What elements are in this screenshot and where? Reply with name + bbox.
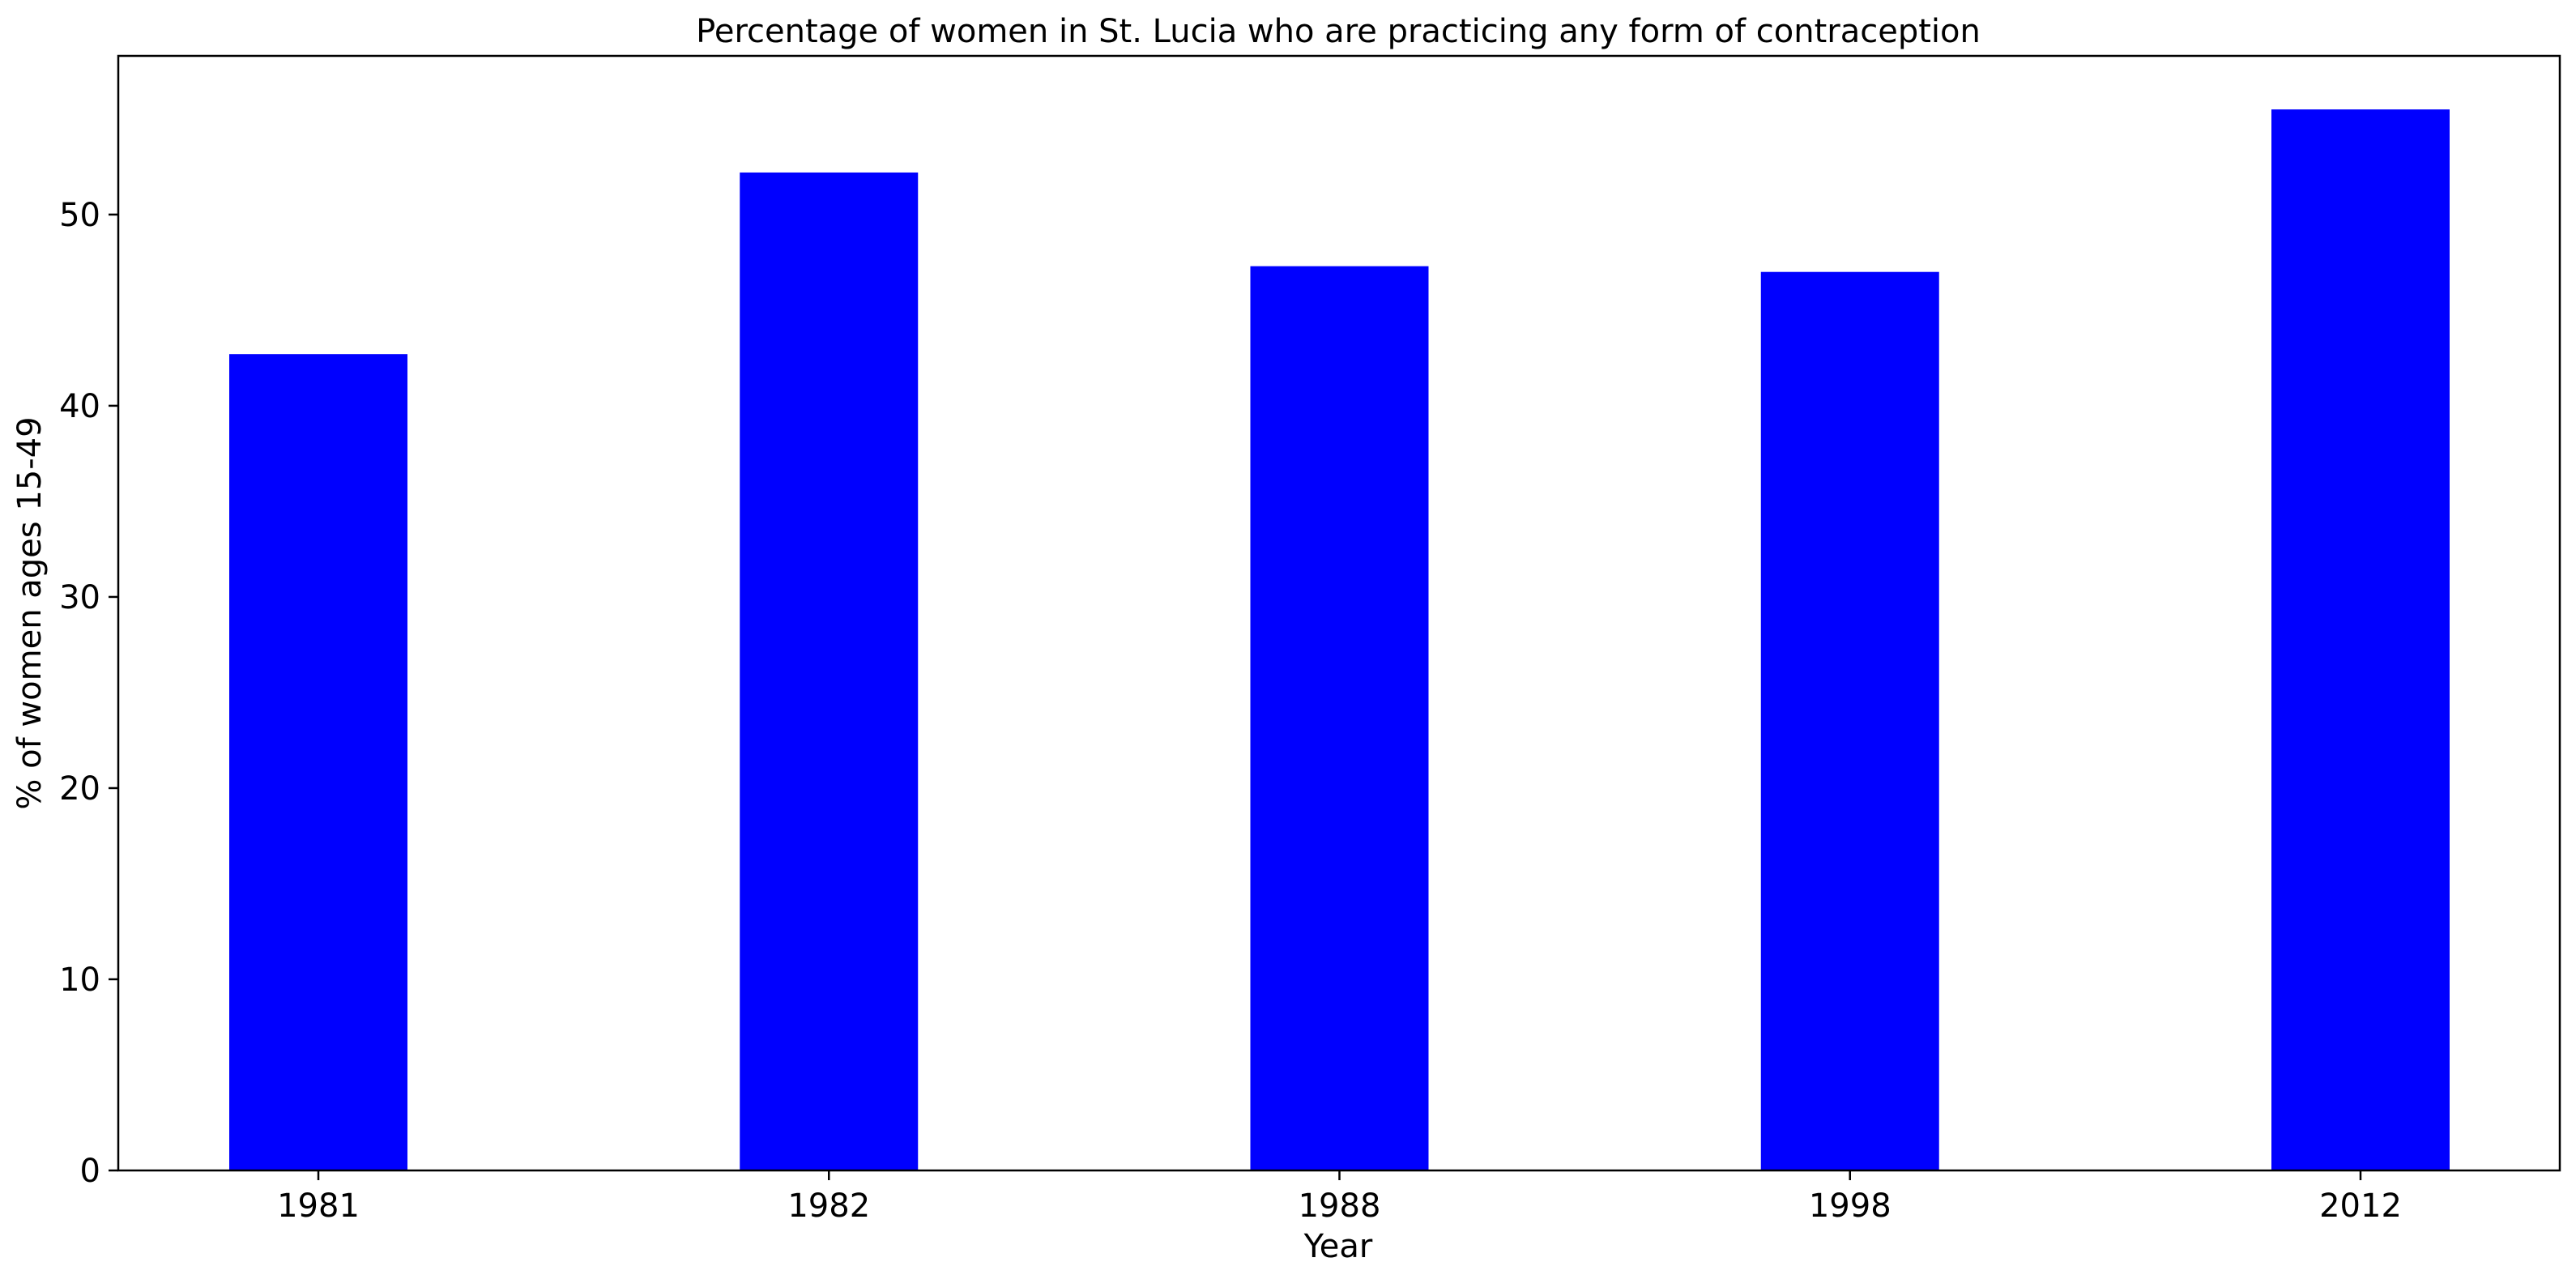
y-tick-label-40: 40 — [59, 388, 100, 425]
bar-2012 — [2271, 109, 2450, 1170]
y-tick-label-30: 30 — [59, 579, 100, 616]
y-tick-label-0: 0 — [80, 1153, 100, 1190]
x-tick-label-1981: 1981 — [277, 1187, 360, 1225]
x-axis-ticks: 1981 1982 1988 1998 2012 — [277, 1170, 2402, 1225]
bar-1998 — [1760, 271, 1939, 1170]
plot-frame — [117, 54, 2561, 1172]
chart-title: Percentage of women in St. Lucia who are… — [696, 13, 1981, 50]
bars-group — [229, 109, 2450, 1171]
x-axis-label: Year — [1303, 1228, 1373, 1265]
y-tick-label-50: 50 — [59, 197, 100, 234]
x-tick-label-1988: 1988 — [1299, 1187, 1381, 1225]
x-tick-label-1998: 1998 — [1809, 1187, 1891, 1225]
y-tick-label-10: 10 — [59, 961, 100, 999]
y-tick-label-20: 20 — [59, 770, 100, 808]
y-axis-ticks: 0 10 20 30 40 50 — [59, 197, 118, 1190]
x-tick-label-2012: 2012 — [2319, 1187, 2402, 1225]
y-axis-label: % of women ages 15-49 — [11, 416, 49, 809]
bar-1982 — [740, 172, 919, 1171]
x-tick-label-1982: 1982 — [787, 1187, 870, 1225]
bar-1981 — [229, 354, 407, 1170]
bar-1988 — [1250, 266, 1429, 1170]
